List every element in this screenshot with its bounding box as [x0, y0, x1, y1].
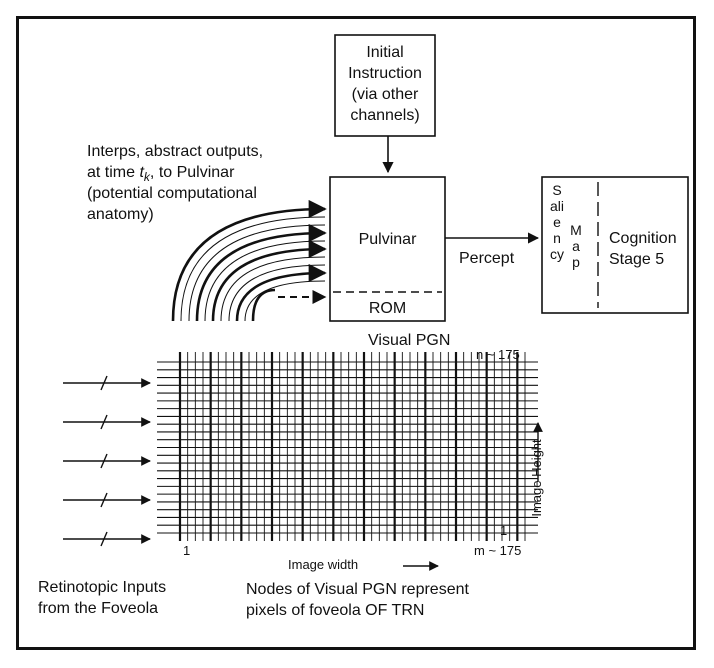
interps-curve	[220, 256, 326, 322]
interps-line-2: at time tk, to Pulvinar	[87, 164, 235, 185]
interps-curve	[211, 239, 327, 322]
right-col-label: m ~ 175	[474, 543, 522, 558]
retinotopic-input-arrows	[63, 375, 151, 547]
pulvinar-label: Pulvinar	[358, 231, 417, 248]
interps-line-1: Interps, abstract outputs,	[87, 143, 264, 160]
cognition-line-2: Stage 5	[609, 251, 665, 268]
interps-curve	[171, 199, 327, 322]
map-label: Map	[570, 222, 582, 270]
input-arrow-slash	[100, 375, 108, 391]
nodes-caption-line-2: pixels of foveola OF TRN	[246, 602, 425, 619]
interps-line-4: anatomy)	[87, 206, 154, 223]
pgn-grid	[157, 352, 538, 541]
image-width-label: Image width	[288, 557, 359, 572]
visual-pgn-title: Visual PGN	[368, 332, 451, 349]
interps-curve	[188, 224, 326, 322]
interps-curve	[180, 216, 326, 322]
retinotopic-caption-line-2: from the Foveola	[38, 600, 159, 617]
retinotopic-caption-line-1: Retinotopic Inputs	[38, 579, 167, 596]
nodes-caption-line-1: Nodes of Visual PGN represent	[246, 581, 469, 598]
rom-label: ROM	[368, 300, 407, 317]
interps-curve	[235, 263, 327, 322]
instruction-line: Initial	[366, 44, 404, 61]
input-arrow-slash	[100, 414, 108, 430]
percept-label: Percept	[459, 250, 515, 267]
instruction-line: Instruction	[348, 65, 422, 82]
image-height-label: Image Height	[529, 439, 544, 517]
time-variable: t	[139, 164, 144, 181]
time-subscript: k	[143, 170, 150, 185]
interps-curve	[228, 264, 326, 322]
instruction-line: channels)	[350, 107, 420, 124]
outer-frame	[16, 16, 696, 650]
bottom-row-label: 1	[500, 523, 508, 538]
top-row-label: n ~ 175	[476, 347, 520, 362]
saliency-label: Saliency	[550, 182, 565, 262]
instruction-box	[334, 34, 436, 137]
interps-curves	[171, 199, 327, 322]
pulvinar-box	[329, 176, 446, 322]
cognition-line-1: Cognition	[609, 230, 677, 247]
interps-curve	[195, 223, 327, 322]
input-arrow-slash	[100, 531, 108, 547]
instruction-line: (via other	[351, 86, 419, 103]
input-arrow-slash	[100, 492, 108, 508]
interps-curve	[251, 288, 276, 322]
left-col-label: 1	[183, 543, 191, 558]
interps-curve	[204, 240, 326, 322]
interps-line-3: (potential computational	[87, 185, 257, 202]
cognition-box	[541, 176, 689, 314]
input-arrow-slash	[100, 453, 108, 469]
